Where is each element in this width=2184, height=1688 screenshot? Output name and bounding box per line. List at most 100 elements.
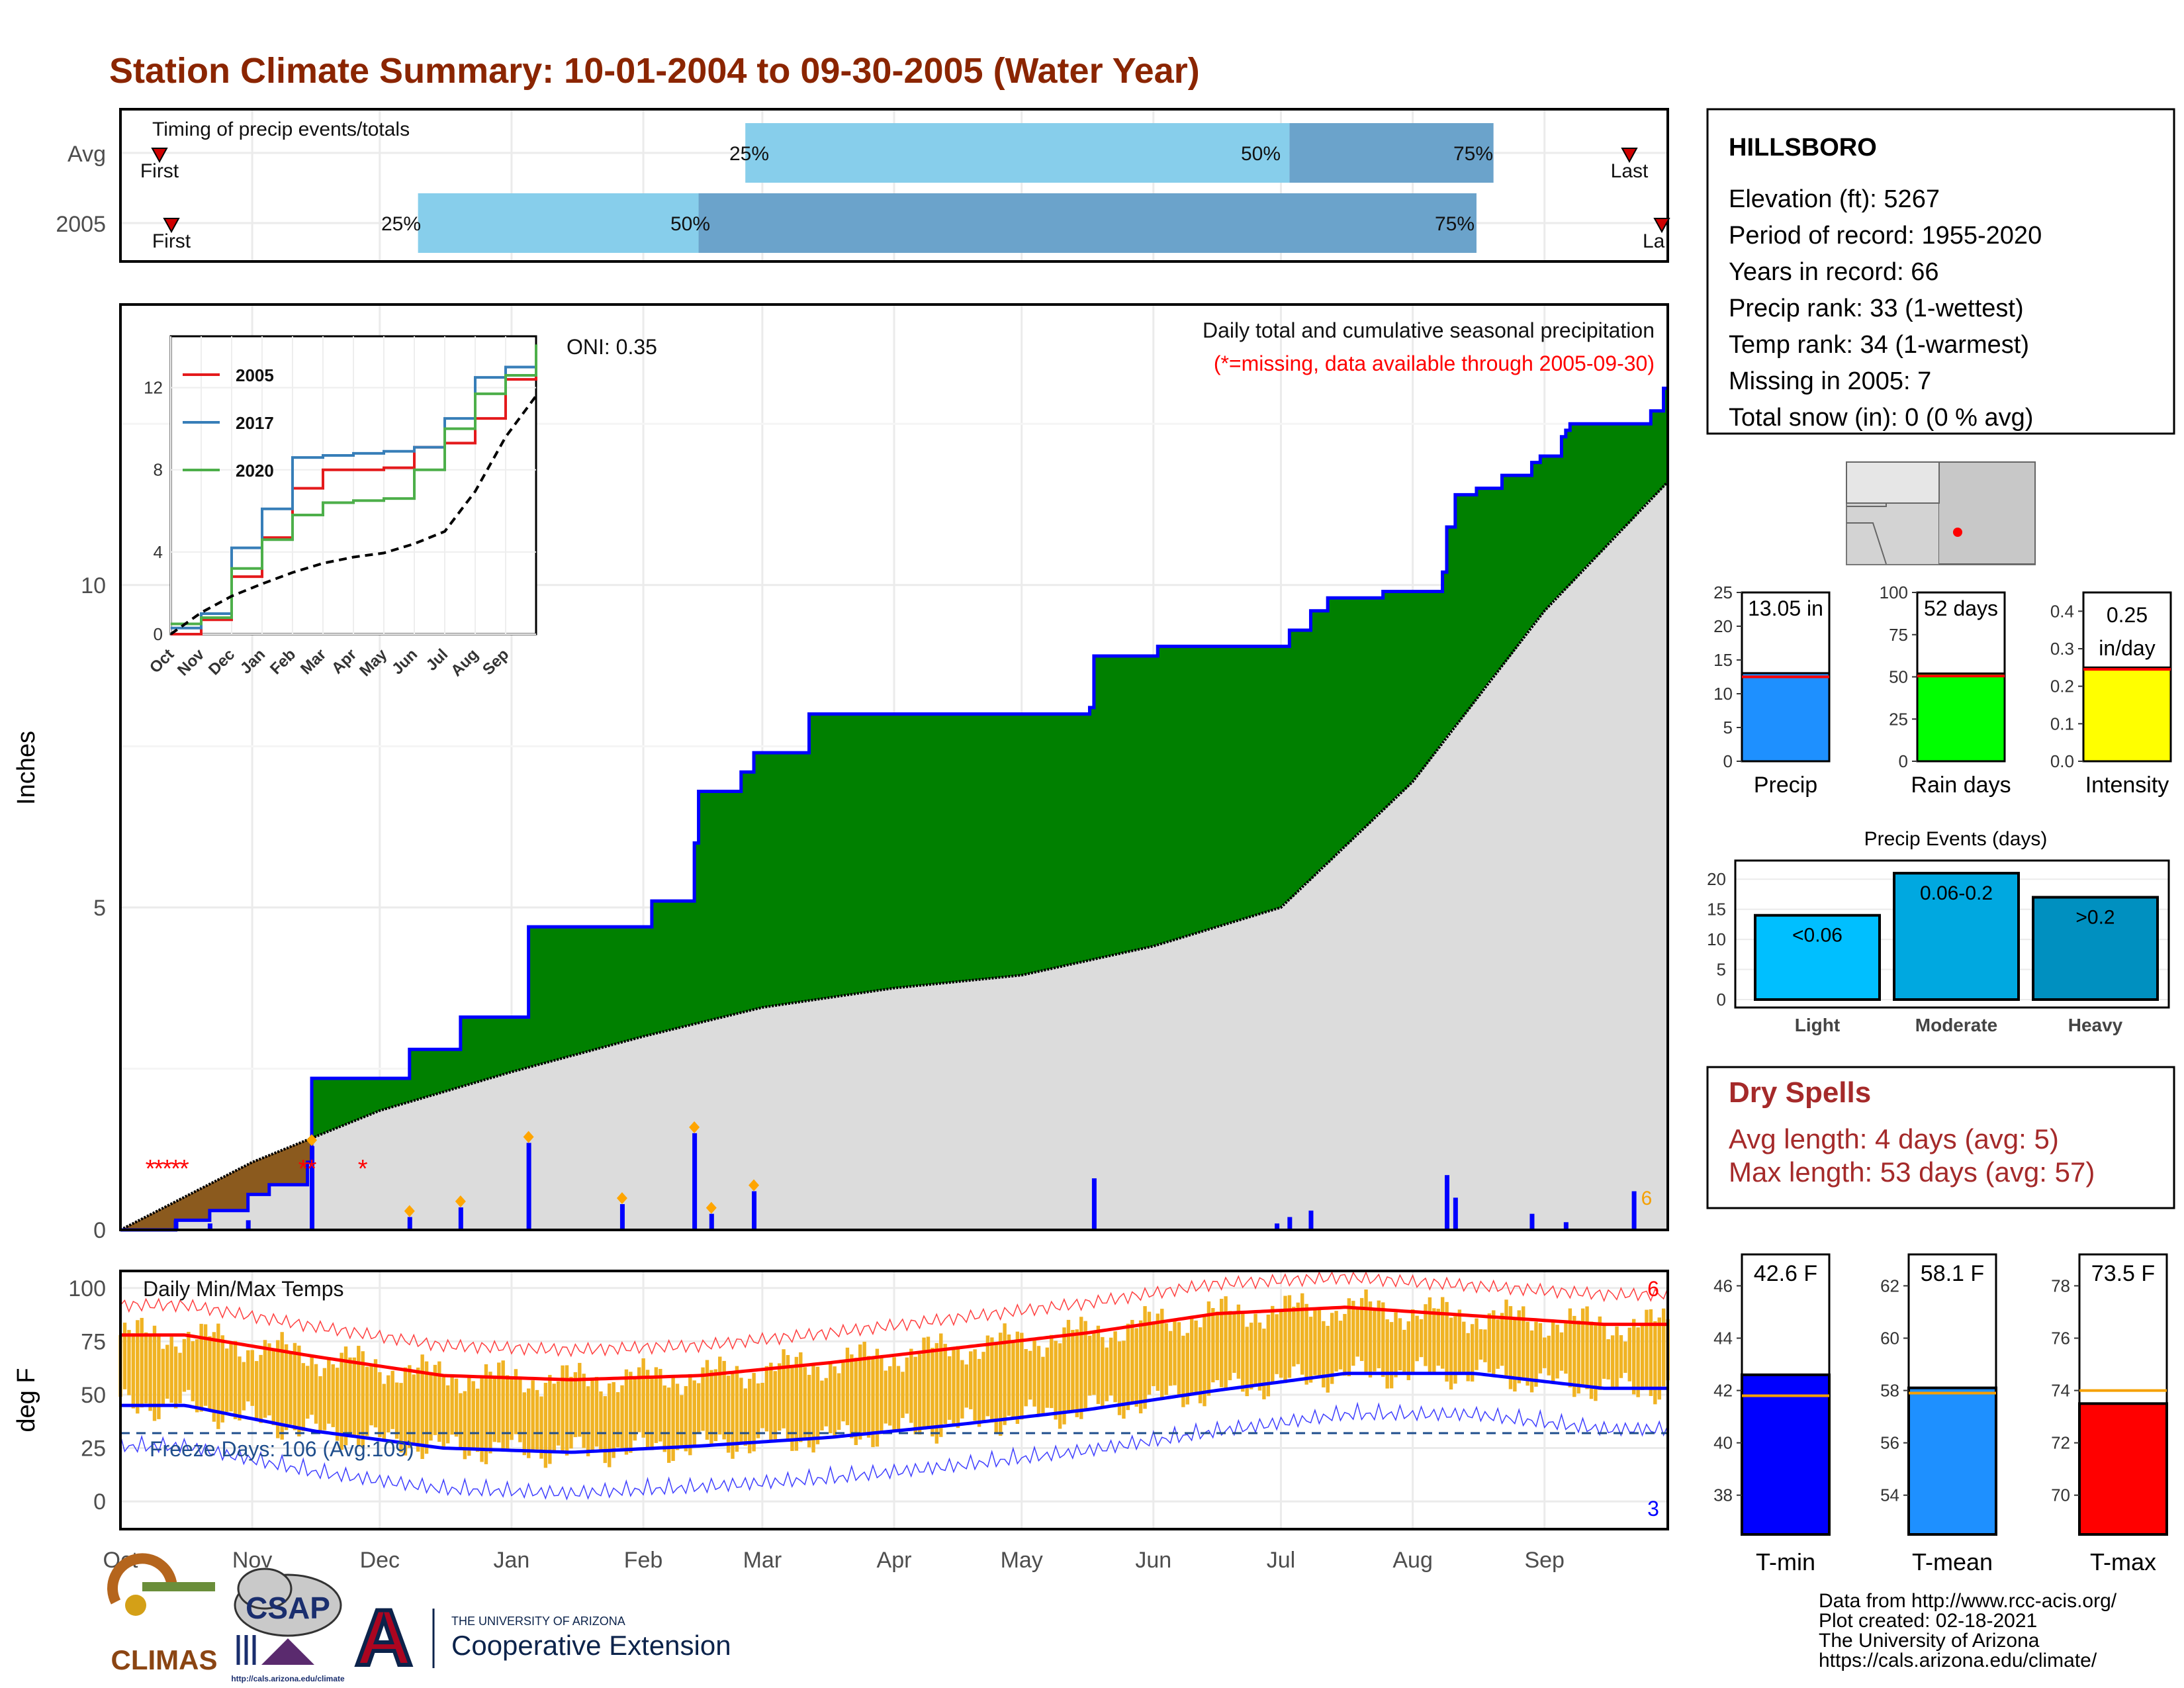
- daily-temp-bar: [454, 1378, 459, 1437]
- daily-temp-bar: [1190, 1318, 1194, 1396]
- daily-temp-bar: [373, 1359, 378, 1428]
- daily-precip-bar: [1091, 1178, 1097, 1230]
- daily-temp-bar: [348, 1357, 352, 1437]
- daily-temp-bar: [463, 1391, 467, 1460]
- daily-temp-bar: [1649, 1309, 1653, 1396]
- month-tick-label: Mar: [743, 1548, 782, 1573]
- daily-temp-bar: [445, 1385, 450, 1444]
- daily-temp-bar: [263, 1340, 267, 1418]
- daily-temp-bar: [782, 1349, 786, 1429]
- daily-temp-bar: [127, 1330, 131, 1395]
- daily-temp-bar: [1152, 1321, 1156, 1386]
- daily-temp-bar: [1572, 1315, 1576, 1397]
- daily-temp-bar: [1245, 1327, 1249, 1397]
- daily-temp-bar: [875, 1348, 880, 1447]
- daily-temp-bar: [233, 1340, 238, 1419]
- daily-temp-bar: [880, 1356, 884, 1434]
- precip-ytick-0: 0: [93, 1218, 106, 1243]
- daily-temp-bar: [271, 1350, 276, 1426]
- daily-temp-bar: [1415, 1315, 1419, 1362]
- footer-line-2: The University of Arizona: [1819, 1630, 2040, 1652]
- avg-min-temp-line: [120, 1372, 1668, 1454]
- daily-temp-bar: [764, 1366, 769, 1432]
- daily-temp-bar: [934, 1342, 939, 1444]
- daily-temp-bar: [369, 1365, 373, 1426]
- daily-max-diamond-icon: [404, 1205, 415, 1217]
- daily-precip-bar: [407, 1217, 412, 1230]
- daily-temp-bar: [1326, 1325, 1330, 1393]
- daily-temp-bar: [1117, 1341, 1122, 1415]
- daily-temp-bar: [803, 1367, 807, 1440]
- timing-bar-2005-high: [698, 193, 1477, 253]
- daily-temp-bar: [1113, 1331, 1117, 1403]
- dry-title: Dry Spells: [1729, 1076, 1871, 1109]
- daily-temp-bar: [952, 1349, 956, 1426]
- daily-temp-bar: [1522, 1306, 1525, 1380]
- station-line-6: Total snow (in): 0 (0 % avg): [1729, 404, 2033, 432]
- small-bar-ytick: 5: [1723, 718, 1733, 737]
- daily-temp-bar: [977, 1358, 981, 1427]
- daily-temp-bar: [343, 1346, 348, 1446]
- temp-ytick-0: 0: [93, 1489, 106, 1515]
- daily-temp-bar: [1181, 1335, 1185, 1407]
- temp-bar-value-2: 73.5 F: [2091, 1261, 2155, 1286]
- daily-temp-bar: [1627, 1327, 1631, 1382]
- daily-temp-bar: [985, 1335, 990, 1417]
- station-line-1: Period of record: 1955-2020: [1729, 222, 2042, 250]
- daily-temp-bar: [1351, 1301, 1355, 1366]
- daily-temp-bar: [340, 1352, 343, 1450]
- daily-temp-bar: [1206, 1301, 1211, 1396]
- daily-temp-bar: [1087, 1335, 1092, 1396]
- precip-events-chart: Precip Events (days) <0.06 0.06-0.2 >0.2…: [1707, 828, 2170, 1035]
- daily-temp-bar: [480, 1376, 484, 1462]
- small-bar-value-2: 0.25: [2107, 603, 2148, 627]
- daily-temp-bar: [884, 1370, 887, 1424]
- daily-temp-bar: [1645, 1309, 1649, 1388]
- daily-temp-bar: [1462, 1321, 1466, 1374]
- daily-temp-bar: [692, 1380, 696, 1447]
- month-tick-label: Sep: [1524, 1548, 1565, 1573]
- daily-temp-bar: [1623, 1341, 1627, 1373]
- timing-2005-last: La: [1643, 230, 1665, 252]
- daily-temp-bar: [318, 1376, 322, 1432]
- daily-precip-bar: [1275, 1223, 1280, 1230]
- daily-temp-bar: [1143, 1306, 1147, 1409]
- daily-temp-bar: [1045, 1347, 1050, 1408]
- daily-temp-bar: [1381, 1302, 1385, 1378]
- temp-bar-ytick: 74: [2051, 1381, 2070, 1401]
- daily-temp-bar: [1322, 1321, 1326, 1387]
- daily-temp-bar: [429, 1372, 433, 1441]
- daily-temp-bar: [1007, 1334, 1011, 1416]
- daily-temp-bar: [284, 1344, 289, 1430]
- small-bar-ytick: 75: [1889, 625, 1908, 645]
- daily-temp-bar: [1487, 1313, 1492, 1373]
- daily-temp-bar: [238, 1356, 242, 1421]
- temp-max-count: 6: [1647, 1277, 1659, 1301]
- daily-temp-bar: [293, 1342, 297, 1430]
- daily-temp-bar: [578, 1362, 582, 1437]
- daily-temp-bar: [203, 1324, 208, 1406]
- daily-temp-bar: [696, 1383, 701, 1434]
- daily-temp-bar: [1015, 1331, 1020, 1424]
- timing-2005-p25: 25%: [381, 213, 421, 235]
- last-marker-avg-icon: [1621, 148, 1638, 164]
- daily-temp-bar: [140, 1317, 144, 1408]
- daily-temp-bar: [1275, 1314, 1279, 1374]
- inset-ytick-4: 4: [154, 542, 163, 562]
- daily-temp-bar: [1636, 1327, 1640, 1397]
- daily-temp-bar: [1610, 1335, 1615, 1387]
- small-bar-ytick: 15: [1713, 650, 1733, 670]
- daily-temp-bar: [327, 1357, 331, 1424]
- daily-temp-bar: [1317, 1307, 1322, 1377]
- daily-temp-bar: [943, 1344, 947, 1425]
- daily-temp-bar: [969, 1351, 973, 1409]
- first-marker-avg-icon: [151, 148, 168, 164]
- daily-temp-bar: [709, 1370, 713, 1446]
- small-bar-ytick: 0.3: [2050, 639, 2074, 659]
- daily-temp-bar: [905, 1357, 909, 1414]
- daily-temp-bar: [1389, 1322, 1394, 1389]
- daily-temp-bar: [310, 1356, 314, 1415]
- daily-temp-bar: [301, 1363, 305, 1431]
- daily-temp-bar: [1398, 1318, 1402, 1371]
- daily-temp-bar: [1364, 1289, 1368, 1374]
